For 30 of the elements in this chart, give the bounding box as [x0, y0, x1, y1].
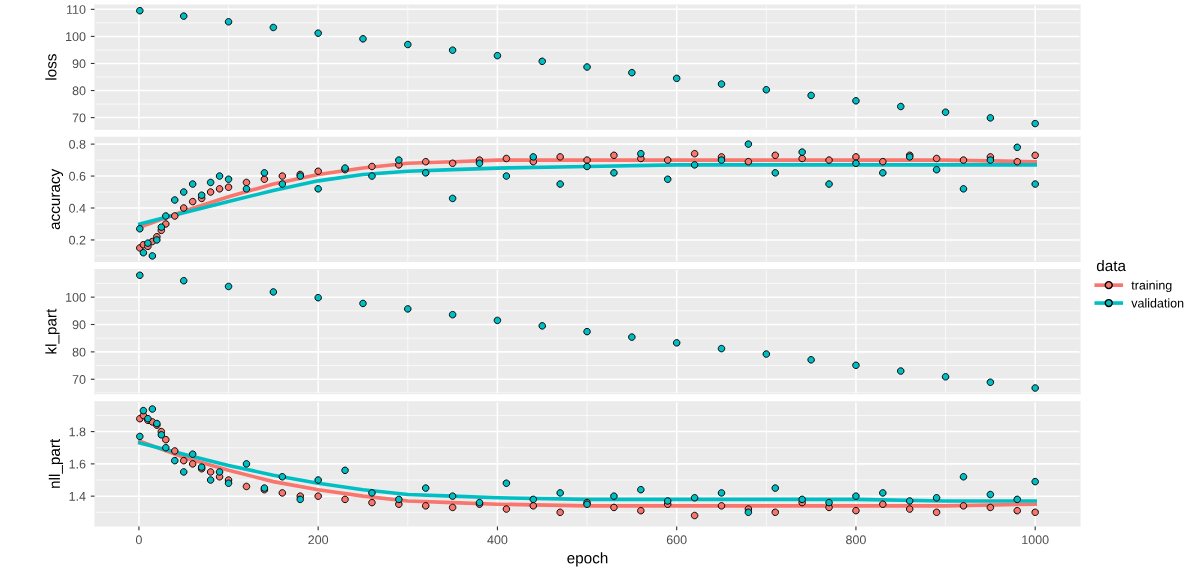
- y-tick-label: 1.6: [69, 459, 86, 469]
- y-tick-label: 1.8: [69, 427, 86, 437]
- y-tick-label: 80: [72, 86, 86, 96]
- y-axis-title: nll_part: [48, 438, 64, 488]
- y-tick-label: 1.4: [69, 492, 86, 501]
- y-tick-label: 80: [72, 347, 86, 357]
- y-tick-label: 0.2: [69, 235, 86, 245]
- y-tick-label: 70: [72, 375, 86, 384]
- y-axis-title: accuracy: [51, 168, 64, 230]
- x-tick-label: 0: [135, 535, 142, 545]
- y-tick-label: 100: [66, 32, 86, 42]
- y-tick-label: 0.8: [69, 139, 86, 149]
- y-tick-label: 100: [66, 292, 86, 302]
- legend-label: validation: [1131, 298, 1184, 308]
- x-tick-label: 600: [666, 535, 687, 545]
- y-tick-label: 0.6: [69, 171, 86, 181]
- y-tick-label: 90: [72, 59, 86, 69]
- x-tick-label: 800: [846, 535, 866, 545]
- x-axis-title: epoch: [567, 552, 608, 567]
- y-axis-title: kl_part: [45, 308, 60, 354]
- y-tick-label: 90: [72, 320, 86, 330]
- y-tick-label: 110: [66, 5, 86, 14]
- y-tick-label: 0.4: [69, 203, 86, 213]
- y-axis-title: loss: [45, 54, 57, 80]
- legend-title: data: [1096, 259, 1126, 272]
- x-tick-label: 400: [487, 535, 508, 545]
- legend-label: training: [1131, 280, 1172, 293]
- y-tick-label: 70: [72, 113, 86, 123]
- x-tick-label: 1000: [1022, 535, 1049, 545]
- x-tick-label: 200: [308, 535, 329, 545]
